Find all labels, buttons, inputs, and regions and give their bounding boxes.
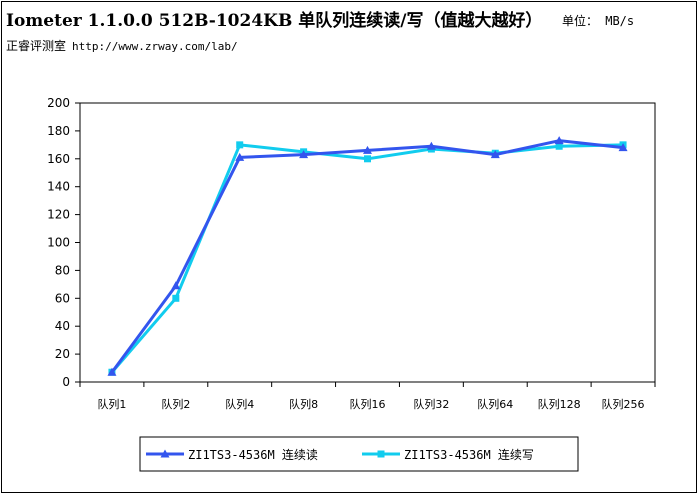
credit-name: 正睿评测室 (6, 39, 67, 53)
x-tick-label: 队列4 (225, 397, 254, 411)
legend-box (139, 436, 579, 472)
data-point-read (554, 136, 564, 145)
legend-label: ZI1TS3-4536M 连续读 (188, 447, 318, 462)
data-point-write (172, 294, 180, 302)
y-tick-label: 120 (47, 208, 70, 222)
data-point-write (364, 155, 371, 163)
data-point-read (107, 367, 117, 376)
x-tick-label: 队列8 (289, 397, 318, 411)
x-tick-label: 队列1 (97, 397, 126, 411)
series-line-read (110, 139, 624, 374)
legend-label: ZI1TS3-4536M 连续写 (404, 447, 534, 462)
data-point-read (618, 143, 628, 152)
y-tick-label: 60 (55, 291, 70, 305)
data-point-read (235, 152, 245, 161)
data-point-write (555, 142, 563, 150)
x-tick-label: 队列16 (350, 397, 386, 411)
y-tick-label: 140 (47, 180, 70, 194)
y-tick-label: 100 (47, 236, 70, 250)
x-tick-label: 队列256 (602, 397, 645, 411)
y-tick-label: 200 (47, 96, 70, 110)
x-tick-label: 队列2 (161, 397, 190, 411)
x-tick-label: 队列32 (413, 397, 449, 411)
x-tick-label: 队列64 (477, 397, 513, 411)
y-tick-label: 180 (47, 124, 70, 138)
y-tick-label: 40 (55, 319, 70, 333)
data-point-read (171, 281, 181, 290)
data-point-read (426, 141, 436, 150)
data-point-read (299, 150, 309, 159)
unit-label: 单位： MB/s (562, 14, 635, 28)
credit-url: http://www.zrway.com/lab/ (72, 40, 238, 53)
y-tick-label: 0 (62, 375, 70, 389)
credit-line: 正睿评测室 http://www.zrway.com/lab/ (6, 37, 238, 54)
data-point-write (236, 141, 244, 149)
y-tick-label: 80 (55, 263, 70, 277)
legend-marker (160, 449, 170, 458)
legend-marker (377, 450, 385, 458)
chart-title: Iometer 1.1.0.0 512B-1024KB 单队列连续读/写（值越大… (6, 11, 543, 31)
y-tick-label: 20 (55, 347, 70, 361)
y-tick-label: 160 (47, 152, 70, 166)
data-point-read (363, 145, 372, 154)
data-point-read (490, 150, 500, 159)
x-tick-label: 队列128 (538, 397, 581, 411)
